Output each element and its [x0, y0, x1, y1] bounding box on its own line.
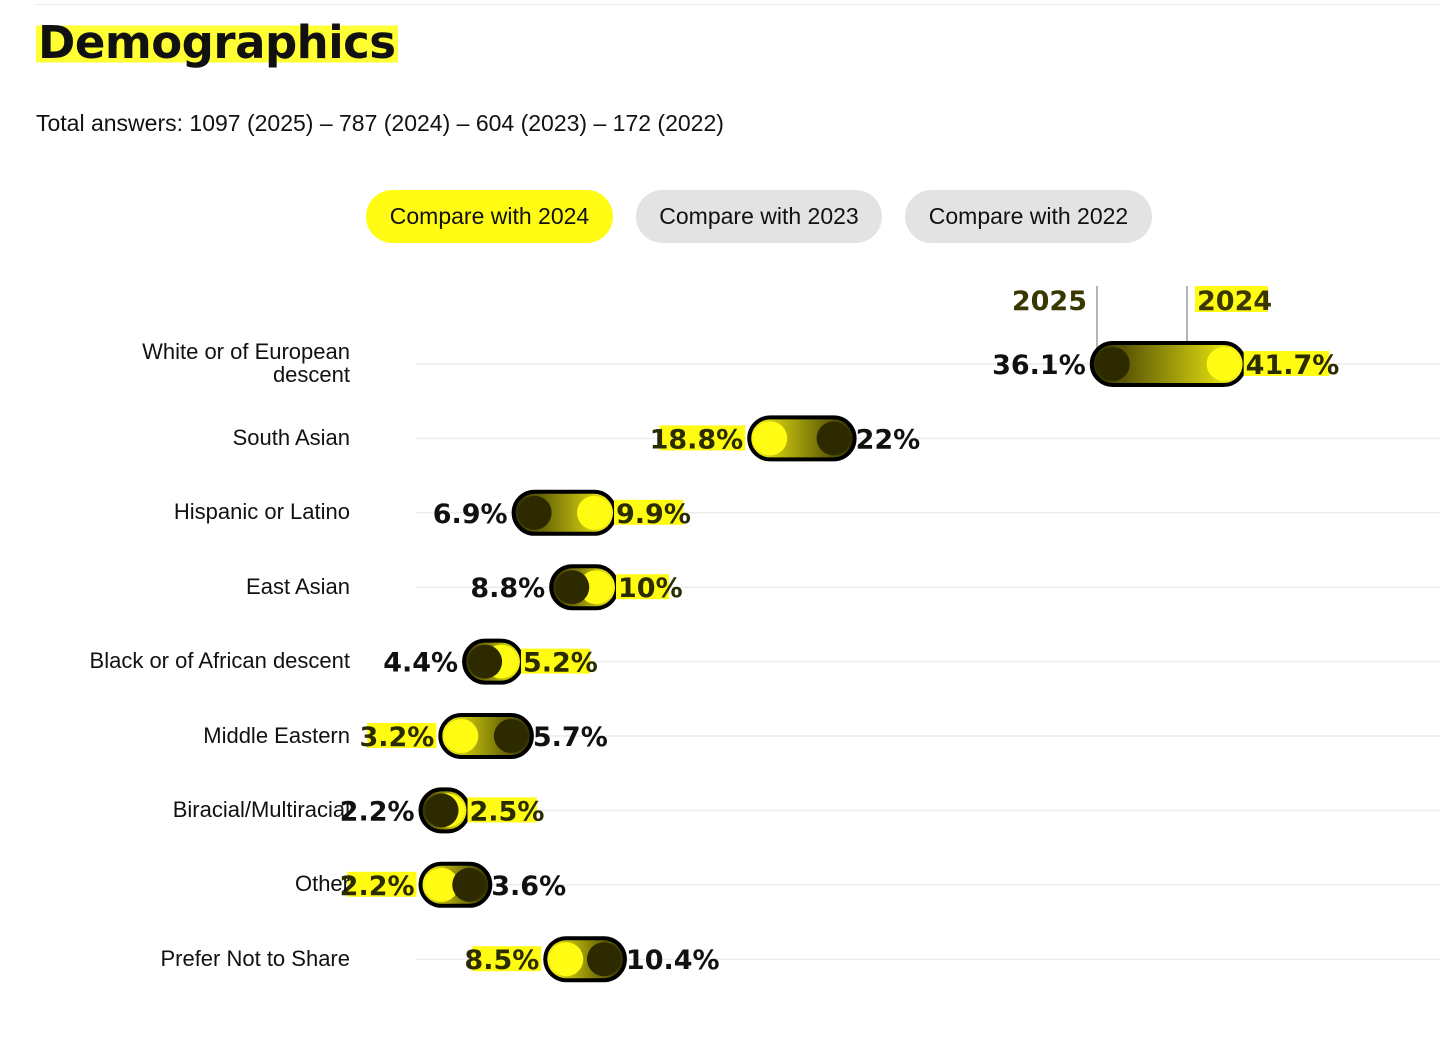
value-label-2024: 8.5% — [464, 945, 539, 976]
value-label-2024: 9.9% — [616, 499, 691, 530]
value-label-2024: 41.7% — [1246, 350, 1340, 381]
value-label-2024-highlight — [367, 723, 437, 748]
dot-2025 — [816, 421, 851, 456]
dot-2024 — [753, 421, 788, 456]
total-answers-text: Total answers: 1097 (2025) – 787 (2024) … — [36, 110, 724, 136]
category-label: East Asian — [246, 573, 350, 599]
value-label-2024: 2.2% — [340, 871, 415, 902]
value-label-2024-group: 3.2% — [359, 722, 437, 753]
value-label-2025-group: 5.7% — [533, 722, 608, 753]
page-title: Demographics — [36, 16, 398, 69]
value-label-2024: 18.8% — [650, 424, 744, 455]
value-label-2024-group: 10% — [616, 573, 683, 604]
value-label-2024: 10% — [618, 573, 683, 604]
dot-2025 — [1095, 347, 1130, 381]
dot-2024 — [424, 867, 459, 902]
value-label-2025: 36.1% — [992, 350, 1086, 381]
top-divider — [36, 4, 1440, 5]
value-label-2025: 10.4% — [626, 945, 720, 976]
dot-2025 — [586, 942, 621, 977]
category-label: White or of European descent — [142, 339, 350, 387]
dot-2024 — [1206, 347, 1241, 381]
tab-compare-2022[interactable]: Compare with 2022 — [905, 190, 1152, 243]
value-label-2024-group: 2.2% — [340, 871, 417, 902]
value-label-2024-group: 9.9% — [614, 499, 691, 530]
value-label-2024: 3.2% — [359, 722, 434, 753]
value-label-2024-highlight — [659, 425, 746, 451]
dot-2025 — [424, 793, 459, 828]
category-label: Hispanic or Latino — [173, 499, 350, 525]
dot-2025 — [517, 495, 552, 530]
value-label-2024-group: 2.5% — [467, 796, 545, 827]
dot-2025 — [452, 867, 487, 902]
value-label-2024-highlight — [1243, 351, 1330, 376]
value-label-2024-group: 5.2% — [520, 648, 598, 679]
value-label-2025-group: 8.8% — [470, 573, 545, 604]
dot-2024 — [549, 942, 584, 977]
tab-compare-2023[interactable]: Compare with 2023 — [636, 190, 882, 243]
value-label-2025: 4.4% — [383, 648, 458, 679]
value-label-2025-group: 4.4% — [383, 648, 458, 679]
value-label-2025-group: 6.9% — [433, 499, 508, 530]
category-label: South Asian — [232, 424, 350, 450]
category-label: Prefer Not to Share — [160, 945, 350, 971]
value-label-2025-group: 2.2% — [340, 796, 415, 827]
value-label-2025: 6.9% — [433, 499, 508, 530]
value-label-2024-highlight — [467, 797, 537, 823]
tab-compare-2024[interactable]: Compare with 2024 — [366, 190, 613, 243]
legend-2024-highlight — [1195, 286, 1268, 312]
dot-2025 — [468, 644, 503, 679]
value-label-2025-group: 3.6% — [491, 871, 566, 902]
category-label: Black or of African descent — [89, 648, 350, 674]
legend-label-2025: 2025 — [1012, 286, 1087, 317]
value-label-2024-group: 41.7% — [1243, 350, 1340, 381]
value-label-2025: 8.8% — [470, 573, 545, 604]
value-label-2024: 2.5% — [470, 796, 545, 827]
value-label-2025: 5.7% — [533, 722, 608, 753]
value-label-2024: 5.2% — [523, 648, 598, 679]
value-label-2025: 3.6% — [491, 871, 566, 902]
value-label-2024-highlight — [520, 648, 591, 674]
dot-2025 — [493, 719, 528, 753]
dot-2024 — [579, 570, 613, 605]
value-label-2024-highlight — [614, 499, 684, 525]
value-label-2025-group: 36.1% — [992, 350, 1086, 381]
dot-2024 — [577, 495, 612, 530]
value-label-2024-highlight — [472, 946, 542, 972]
category-label: Middle Eastern — [203, 722, 350, 748]
category-label: Biracial/Multiracial — [172, 796, 350, 822]
value-label-2025: 22% — [856, 424, 921, 455]
dot-2025 — [555, 570, 590, 605]
value-label-2025: 2.2% — [340, 796, 415, 827]
value-label-2024-highlight — [347, 871, 417, 897]
value-label-2024-group: 8.5% — [464, 945, 542, 976]
legend-label-2024: 2024 — [1197, 286, 1272, 317]
value-label-2025-group: 22% — [856, 424, 921, 455]
dot-2024 — [444, 719, 479, 753]
value-label-2025-group: 10.4% — [626, 945, 720, 976]
category-label: Other — [294, 871, 350, 897]
value-label-2024-group: 18.8% — [650, 424, 746, 455]
value-label-2024-highlight — [616, 574, 669, 600]
